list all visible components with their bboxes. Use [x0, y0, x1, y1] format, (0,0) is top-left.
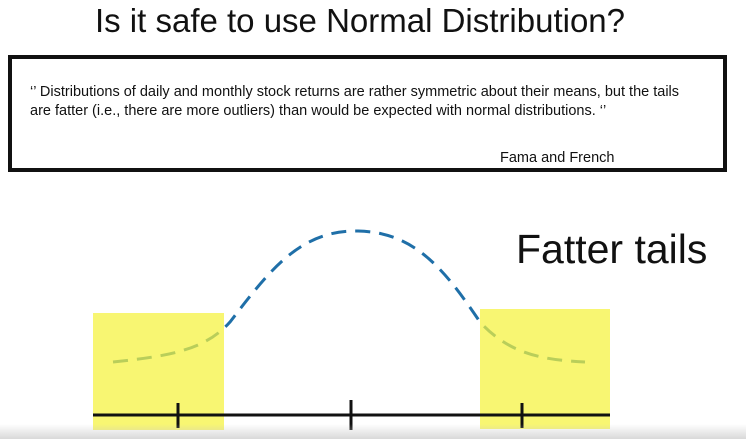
left-tail-highlight	[93, 313, 224, 430]
quote-text: ‘’ Distributions of daily and monthly st…	[30, 84, 680, 119]
quote-box: ‘’ Distributions of daily and monthly st…	[8, 55, 727, 172]
bottom-edge-shadow	[0, 424, 746, 439]
quote-attribution: Fama and French	[500, 150, 615, 166]
fatter-tails-label: Fatter tails	[516, 226, 708, 272]
slide-title: Is it safe to use Normal Distribution?	[94, 2, 626, 39]
right-tail-highlight	[480, 309, 610, 429]
